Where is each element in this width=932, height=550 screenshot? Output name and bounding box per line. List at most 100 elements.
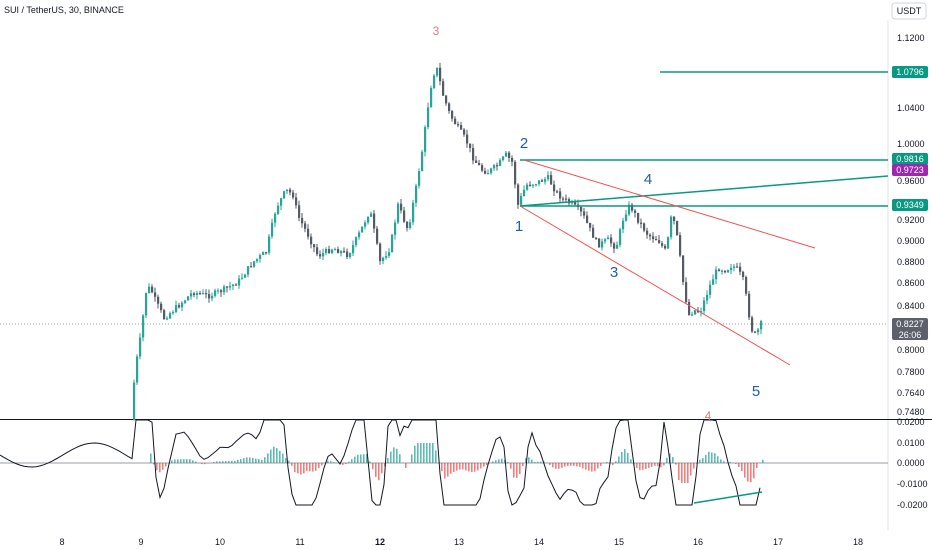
- histogram-bar: [510, 463, 512, 469]
- candle-body: [376, 228, 379, 244]
- trend-line: [519, 175, 889, 207]
- histogram-bar: [327, 460, 329, 463]
- candle-body: [226, 286, 229, 288]
- candle-body: [673, 216, 676, 222]
- candle-body: [547, 175, 550, 180]
- price-tag-countdown: 26:06: [899, 330, 922, 340]
- histogram-bar: [528, 457, 530, 463]
- histogram-bar: [744, 463, 746, 478]
- candle-body: [307, 228, 310, 237]
- candle-body: [409, 222, 412, 229]
- candle-body: [343, 251, 346, 253]
- histogram-bar: [372, 463, 374, 470]
- candle-body: [274, 213, 277, 223]
- candle-body: [433, 75, 436, 89]
- time-tick-label: 11: [295, 537, 304, 547]
- wave-label: 5: [752, 383, 760, 400]
- histogram-bar: [615, 461, 617, 463]
- histogram-bar: [333, 462, 335, 463]
- histogram-bar: [567, 463, 569, 467]
- candle-body: [466, 134, 469, 144]
- price-tag-label: 0.9723: [896, 165, 924, 175]
- candle-body: [160, 303, 163, 311]
- histogram-bar: [384, 463, 386, 467]
- candle-body: [616, 244, 619, 249]
- histogram-bar: [243, 458, 245, 463]
- histogram-bar: [246, 457, 248, 463]
- candle-body: [187, 296, 190, 301]
- candle-body: [379, 243, 382, 262]
- histogram-bar: [507, 461, 509, 463]
- candle-body: [328, 249, 331, 254]
- wave-label: 1: [515, 218, 523, 235]
- histogram-bar: [267, 453, 269, 463]
- wave-label: 3: [610, 264, 618, 281]
- candle-body: [559, 191, 562, 199]
- histogram-bar: [717, 456, 719, 463]
- candle-body: [580, 207, 583, 212]
- histogram-bar: [312, 463, 314, 472]
- histogram-bar: [423, 443, 425, 463]
- histogram-bar: [183, 459, 185, 463]
- histogram-bar: [186, 459, 188, 463]
- candle-body: [298, 205, 301, 218]
- price-tag: [892, 318, 928, 340]
- currency-button[interactable]: [891, 2, 927, 20]
- price-tick-label: 0.9200: [897, 215, 925, 225]
- histogram-bar: [225, 461, 227, 463]
- candle-body: [454, 118, 457, 125]
- candle-body: [658, 240, 661, 244]
- histogram-bar: [288, 460, 290, 463]
- histogram-bar: [705, 454, 707, 463]
- histogram-bar: [228, 460, 230, 463]
- candle-body: [691, 314, 694, 316]
- histogram-bar: [486, 463, 488, 465]
- histogram-bar: [165, 463, 167, 467]
- candle-body: [481, 165, 484, 171]
- candle-body: [640, 222, 643, 224]
- candle-body: [598, 238, 601, 248]
- histogram-bar: [213, 462, 215, 463]
- candle-body: [427, 107, 430, 128]
- histogram-bar: [462, 463, 464, 470]
- candle-body: [571, 201, 574, 204]
- price-axis: 1.1200 1.0400 1.0000 0.9600 0.9200 0.9000 0.88…: [897, 33, 925, 417]
- histogram-bar: [282, 453, 284, 463]
- candle-body: [760, 321, 763, 330]
- price-tag-label: 0.9816: [896, 154, 924, 164]
- histogram-bar: [477, 463, 479, 471]
- histogram-bar: [699, 459, 701, 463]
- candle-body: [334, 249, 337, 251]
- candle-body: [562, 198, 565, 200]
- candle-body: [538, 180, 541, 185]
- price-tick-label: 0.9000: [897, 236, 925, 246]
- histogram-bar: [237, 459, 239, 463]
- candle-body: [523, 189, 526, 197]
- histogram-bar: [231, 460, 233, 463]
- candle-body: [556, 191, 559, 193]
- histogram-bar: [345, 463, 347, 465]
- histogram-bar: [612, 463, 614, 466]
- candle-body: [346, 251, 349, 257]
- histogram-bar: [594, 463, 596, 472]
- candle-body: [502, 156, 505, 161]
- candle-body: [172, 311, 175, 314]
- histogram-bar: [495, 460, 497, 463]
- price-tag-label: 0.8227: [896, 319, 924, 329]
- candle-body: [613, 243, 616, 249]
- candle-body: [712, 279, 715, 285]
- histogram-bar: [636, 463, 638, 469]
- wave-label: 4: [644, 171, 652, 188]
- histogram-bar: [357, 454, 359, 463]
- histogram-bar: [687, 463, 689, 483]
- candle-body: [424, 127, 427, 152]
- candle-body: [142, 315, 145, 338]
- candle-body: [628, 204, 631, 215]
- candle-body: [154, 292, 157, 297]
- candle-body: [412, 202, 415, 223]
- candle-body: [370, 213, 373, 217]
- candle-body: [472, 148, 475, 161]
- price-tick-label: 0.7800: [897, 367, 925, 377]
- histogram-bar: [291, 463, 293, 466]
